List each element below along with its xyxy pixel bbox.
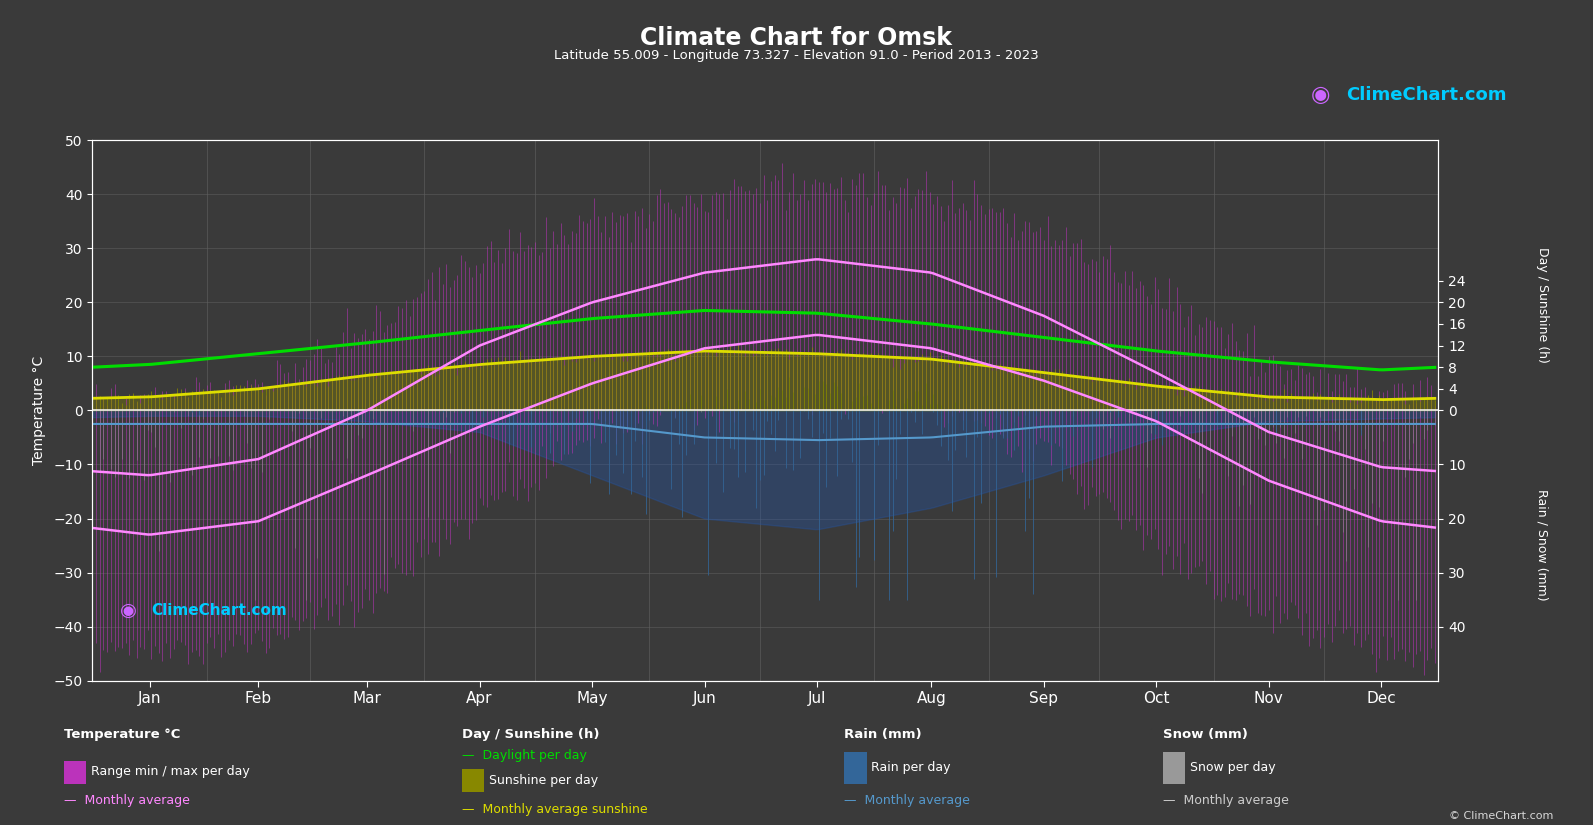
- Text: Temperature °C: Temperature °C: [64, 728, 180, 742]
- Text: —  Monthly average: — Monthly average: [844, 794, 970, 808]
- Text: —  Monthly average sunshine: — Monthly average sunshine: [462, 803, 648, 816]
- Text: Latitude 55.009 - Longitude 73.327 - Elevation 91.0 - Period 2013 - 2023: Latitude 55.009 - Longitude 73.327 - Ele…: [554, 50, 1039, 63]
- Text: ◉: ◉: [119, 601, 137, 620]
- Text: Rain per day: Rain per day: [871, 761, 951, 775]
- Text: Rain / Snow (mm): Rain / Snow (mm): [1536, 488, 1548, 601]
- Text: Snow per day: Snow per day: [1190, 761, 1276, 775]
- Text: Range min / max per day: Range min / max per day: [91, 766, 250, 779]
- Text: © ClimeChart.com: © ClimeChart.com: [1448, 811, 1553, 821]
- Text: Sunshine per day: Sunshine per day: [489, 774, 599, 787]
- Text: Day / Sunshine (h): Day / Sunshine (h): [1536, 248, 1548, 363]
- Text: ◉: ◉: [1311, 85, 1330, 105]
- Text: ClimeChart.com: ClimeChart.com: [151, 603, 287, 618]
- Text: Rain (mm): Rain (mm): [844, 728, 922, 742]
- Text: —  Monthly average: — Monthly average: [1163, 794, 1289, 808]
- Text: ClimeChart.com: ClimeChart.com: [1346, 86, 1507, 104]
- Text: —  Daylight per day: — Daylight per day: [462, 749, 586, 762]
- Text: Snow (mm): Snow (mm): [1163, 728, 1247, 742]
- Text: —  Monthly average: — Monthly average: [64, 794, 190, 808]
- Y-axis label: Temperature °C: Temperature °C: [32, 356, 46, 465]
- Text: Day / Sunshine (h): Day / Sunshine (h): [462, 728, 599, 742]
- Text: Climate Chart for Omsk: Climate Chart for Omsk: [640, 26, 953, 50]
